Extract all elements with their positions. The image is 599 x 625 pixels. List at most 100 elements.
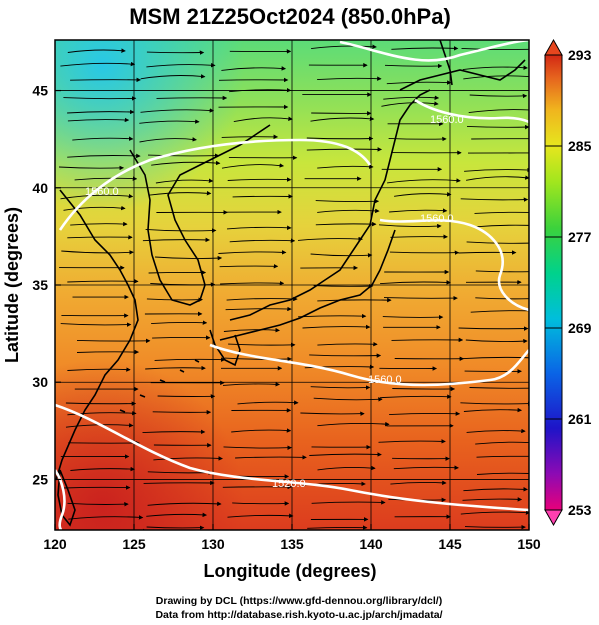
contour-label: 1560.0: [85, 186, 119, 198]
streamline: [67, 410, 137, 416]
streamline: [475, 441, 529, 445]
streamline: [475, 270, 529, 273]
colorbar-tick-label: 269: [568, 320, 592, 336]
streamline: [221, 66, 287, 71]
coast-ryukyu: [119, 359, 200, 413]
streamline: [156, 95, 228, 101]
y-tick-label: 30: [32, 374, 48, 390]
streamline: [310, 253, 373, 258]
coast-hokkaido: [399, 59, 526, 91]
streamline: [151, 320, 208, 325]
streamline: [227, 513, 294, 519]
credit-drawing: Drawing by DCL (https://www.gfd-dennou.o…: [156, 595, 442, 607]
streamline: [463, 487, 528, 492]
streamline: [61, 250, 134, 255]
streamline: [470, 310, 529, 313]
streamline: [145, 365, 206, 371]
streamline: [306, 136, 374, 141]
streamline: [317, 164, 374, 169]
streamline: [476, 472, 529, 475]
streamline: [313, 283, 374, 289]
colorbar-tick-label: 277: [568, 229, 592, 245]
colorbar-tick-label: 285: [568, 138, 592, 154]
streamline: [458, 250, 517, 255]
x-tick-label: 135: [280, 536, 304, 552]
streamline: [384, 63, 443, 69]
streamline: [221, 163, 285, 169]
colorbar-fill: [544, 54, 563, 511]
contour-label: 1520.0: [272, 478, 306, 490]
colorbar-max-arrow: [544, 38, 563, 56]
streamline: [63, 485, 131, 490]
streamline: [393, 465, 459, 470]
streamline: [146, 62, 216, 68]
streamline: [139, 137, 197, 143]
streamline: [74, 176, 138, 181]
streamline: [378, 439, 446, 444]
streamline: [464, 524, 526, 530]
streamline: [466, 241, 529, 244]
streamline: [466, 175, 529, 181]
streamline: [219, 263, 279, 269]
streamline: [390, 480, 447, 486]
colorbar-tick-label: 293: [568, 47, 592, 63]
streamline: [223, 327, 280, 333]
streamline: [311, 44, 377, 50]
streamline: [309, 452, 382, 457]
streamline: [387, 178, 461, 184]
streamline: [70, 221, 128, 227]
streamline: [150, 282, 216, 287]
streamline: [68, 515, 144, 520]
map-panel: 1560.0 1560.0 1560.0 1560.0 1520.0: [55, 40, 529, 530]
streamline: [67, 279, 139, 284]
streamline: [317, 297, 392, 303]
streamline: [392, 386, 456, 392]
streamline: [65, 401, 137, 406]
x-tick-label: 120: [43, 536, 67, 552]
streamline: [226, 225, 292, 230]
contour-south-west: [55, 469, 66, 530]
contour-1560-south: [209, 343, 529, 387]
streamline: [476, 455, 529, 458]
streamline: [223, 445, 292, 450]
streamline: [460, 197, 529, 202]
streamline: [463, 407, 523, 413]
credit-data: Data from http://database.rish.kyoto-u.a…: [155, 609, 442, 621]
streamline: [140, 108, 215, 113]
streamline: [140, 74, 206, 80]
streamline: [220, 280, 285, 286]
height-contours: [55, 40, 529, 530]
streamline: [232, 501, 290, 506]
streamline: [313, 397, 383, 402]
streamline: [233, 116, 293, 123]
chart-title: MSM 21Z25Oct2024 (850.0hPa): [129, 4, 451, 29]
streamline: [155, 178, 214, 184]
streamline: [469, 387, 529, 389]
streamline: [391, 46, 459, 51]
streamline: [462, 497, 523, 502]
streamline: [465, 338, 528, 344]
streamline: [226, 296, 298, 302]
coast-honshu: [229, 89, 431, 321]
colorbar: 293 285 277 269 261 253: [544, 38, 592, 527]
contour-1560-north: [339, 40, 529, 62]
streamline: [469, 93, 528, 99]
streamline: [229, 87, 292, 93]
streamline: [474, 224, 529, 228]
coast-honshu-south: [219, 229, 396, 341]
streamline: [468, 109, 529, 114]
streamline: [76, 338, 151, 344]
coast-kyushu: [209, 329, 241, 367]
streamline: [458, 356, 529, 360]
streamline: [63, 96, 137, 101]
y-tick-label: 25: [32, 471, 48, 487]
streamline: [139, 119, 200, 124]
streamline: [152, 410, 212, 415]
streamline: [317, 208, 380, 214]
streamline: [462, 65, 528, 71]
streamline: [224, 356, 292, 362]
streamline: [391, 337, 464, 343]
x-tick-label: 145: [438, 536, 462, 552]
streamline: [70, 466, 136, 472]
x-axis-ticks: 120 125 130 135 140 145 150: [43, 524, 541, 552]
